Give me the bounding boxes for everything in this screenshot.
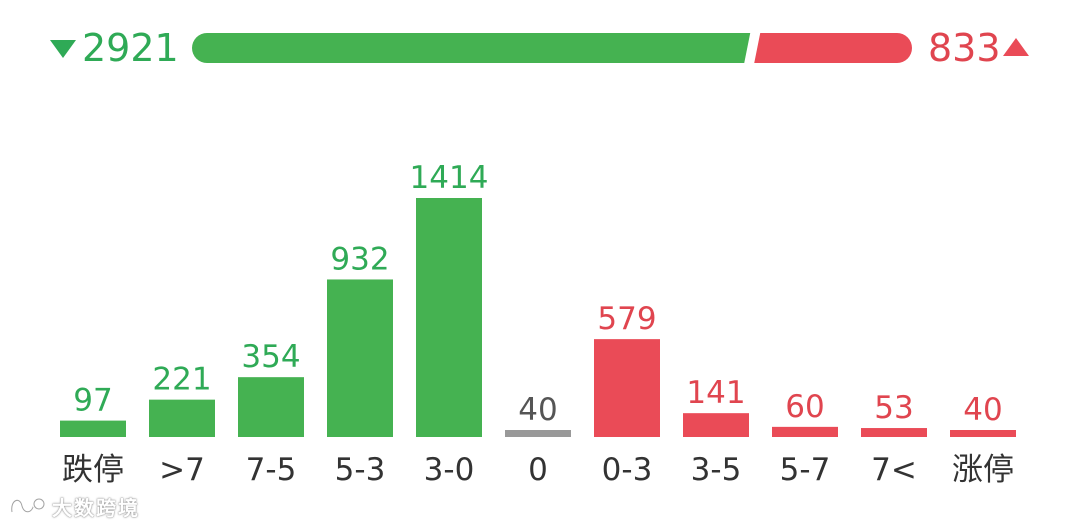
value-label-2: 354: [241, 339, 300, 375]
value-label-4: 1414: [410, 160, 489, 196]
category-label-8: 5-7: [780, 452, 831, 488]
category-label-6: 0-3: [602, 452, 653, 488]
category-label-2: 7-5: [246, 452, 297, 488]
up-triangle-icon: [1003, 38, 1029, 56]
value-label-0: 97: [73, 383, 112, 419]
bar-2: [238, 377, 304, 437]
bar-10: [950, 430, 1016, 437]
bars-layer: [60, 198, 1016, 437]
category-label-3: 5-3: [335, 452, 386, 488]
up-down-summary: 2921 833: [0, 0, 1080, 100]
value-label-1: 221: [152, 362, 211, 398]
category-label-4: 3-0: [424, 452, 475, 488]
value-label-10: 40: [963, 392, 1002, 428]
ratio-bar-down-segment: [192, 33, 751, 63]
category-label-10: 涨停: [952, 452, 1014, 488]
category-label-7: 3-5: [691, 452, 742, 488]
bar-9: [861, 428, 927, 437]
category-labels-layer: 跌停 >7 7-5 5-3 3-0 0 0-3 3-5 5-7 7< 涨停: [62, 452, 1014, 488]
value-label-9: 53: [874, 390, 913, 426]
value-label-7: 141: [686, 375, 745, 411]
bar-6: [594, 339, 660, 437]
value-labels-layer: 97 221 354 932 1414 40 579 141 60 53 40: [73, 160, 1002, 428]
category-label-0: 跌停: [62, 452, 124, 488]
watermark-text: 大数跨境: [52, 495, 140, 520]
bar-7: [683, 413, 749, 437]
bar-5: [505, 430, 571, 437]
dashuju-logo-icon: [10, 497, 46, 514]
down-triangle-icon: [50, 40, 76, 58]
bar-1: [149, 399, 215, 437]
value-label-6: 579: [597, 301, 656, 337]
value-label-3: 932: [330, 241, 389, 277]
category-label-5: 0: [528, 452, 548, 488]
bar-0: [60, 420, 126, 437]
category-label-1: >7: [159, 452, 205, 488]
bar-4: [416, 198, 482, 437]
up-count: 833: [928, 26, 1001, 70]
category-label-9: 7<: [871, 452, 917, 488]
watermark: 大数跨境: [8, 488, 140, 524]
ratio-bar-up-segment: [754, 33, 912, 63]
value-label-8: 60: [785, 389, 824, 425]
bar-3: [327, 279, 393, 437]
value-label-5: 40: [518, 392, 557, 428]
bar-8: [772, 426, 838, 437]
ratio-bar: [192, 33, 912, 63]
down-count: 2921: [82, 26, 179, 70]
